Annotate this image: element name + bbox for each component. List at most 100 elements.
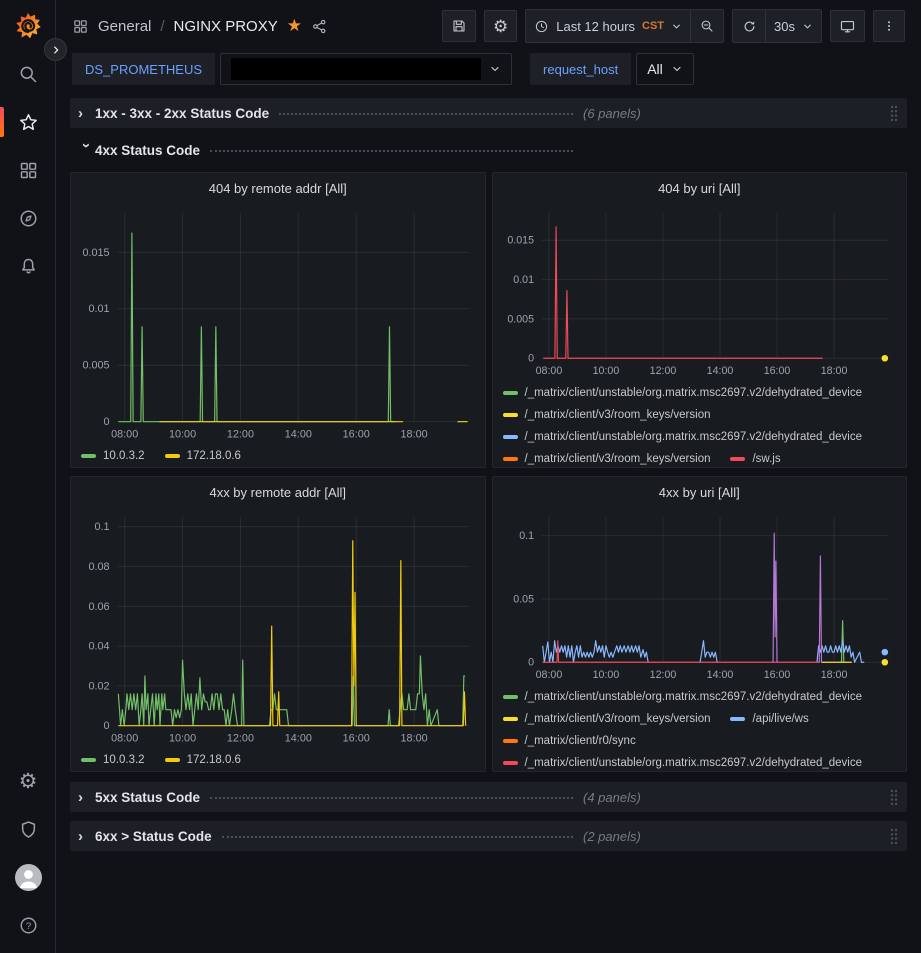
svg-text:08:00: 08:00 (535, 365, 562, 377)
legend-label: 10.0.3.2 (103, 754, 145, 767)
row-panel-count: (2 panels) (583, 828, 641, 844)
row-5xx-status-code[interactable]: › 5xx Status Code (4 panels) (70, 782, 907, 812)
sidebar-item-configuration[interactable]: ⚙ (0, 757, 56, 805)
panel-title[interactable]: 404 by remote addr [All] (208, 180, 347, 196)
legend-item[interactable]: 10.0.3.2 (81, 754, 145, 766)
dashboard-body: › 1xx - 3xx - 2xx Status Code (6 panels)… (56, 94, 921, 953)
svg-text:0.005: 0.005 (507, 313, 534, 325)
svg-text:0.015: 0.015 (82, 247, 109, 259)
panel-404-by-uri-all: 404 by uri [All] 08:00 10:00 12:00 14:00 16:0… (491, 172, 907, 468)
row-title: 5xx Status Code (95, 789, 201, 805)
svg-text:18:00: 18:00 (401, 428, 428, 440)
svg-text:12:00: 12:00 (649, 365, 676, 377)
refresh-interval-picker[interactable]: 30s (765, 10, 821, 42)
panel-title[interactable]: 404 by uri [All] (658, 180, 741, 196)
breadcrumb-folder[interactable]: General (98, 17, 152, 35)
sidebar-item-search[interactable] (0, 50, 56, 98)
datasource-variable-select[interactable] (220, 53, 513, 85)
legend-row: /_matrix/client/unstable/org.matrix.msc2… (502, 382, 897, 404)
svg-text:0: 0 (104, 720, 110, 732)
refresh-button[interactable] (733, 10, 765, 42)
panel-title[interactable]: 4xx by remote addr [All] (209, 484, 347, 500)
dashboard-settings-button[interactable]: ⚙ (484, 10, 518, 42)
sidebar-item-profile[interactable] (0, 853, 56, 901)
legend-item[interactable]: /_matrix/client/unstable/org.matrix.msc2… (502, 757, 862, 769)
time-series-chart[interactable]: 08:00 10:00 12:00 14:00 16:00 18:00 0 0.02 0.04 0… (71, 507, 484, 747)
svg-text:0.1: 0.1 (95, 521, 110, 533)
svg-text:10:00: 10:00 (169, 732, 196, 744)
row-6xx-status-code[interactable]: › 6xx > Status Code (2 panels) (70, 821, 907, 851)
sidebar-item-alerting[interactable] (0, 242, 56, 290)
legend-item[interactable]: /sw.js (730, 453, 781, 465)
legend-swatch (502, 738, 518, 743)
legend-swatch (730, 716, 746, 721)
legend-label: /_matrix/client/unstable/org.matrix.msc2… (524, 386, 863, 399)
alerting-bell-icon (21, 258, 35, 273)
legend-item[interactable]: /_matrix/client/v3/room_keys/version (502, 409, 710, 421)
save-dashboard-button[interactable] (442, 10, 476, 42)
legend-item[interactable]: /_matrix/client/unstable/org.matrix.msc2… (502, 386, 863, 399)
tv-mode-button[interactable] (830, 10, 865, 42)
legend-item[interactable]: /_matrix/client/v3/room_keys/version (502, 712, 711, 725)
panel-legend: /_matrix/client/unstable/org.matrix.msc2… (493, 684, 907, 771)
time-series-chart[interactable]: 08:00 10:00 12:00 14:00 16:00 18:00 0 0.05 0.1 (493, 507, 906, 684)
legend-item[interactable]: /_matrix/client/r0/sync (502, 735, 636, 747)
legend-item[interactable]: 172.18.0.6 (164, 450, 241, 462)
row-drag-handle[interactable] (889, 105, 899, 122)
legend-item[interactable]: /api/live/ws (730, 713, 809, 725)
svg-text:0.01: 0.01 (88, 303, 109, 315)
more-options-button[interactable] (873, 10, 905, 42)
sidebar-expand-button[interactable] (44, 38, 67, 61)
legend-item[interactable]: /_matrix/client/unstable/org.matrix.msc2… (502, 430, 863, 443)
panel-title[interactable]: 4xx by uri [All] (658, 484, 740, 500)
monitor-icon (840, 20, 855, 32)
drag-handle-icon (890, 789, 898, 805)
time-series-chart[interactable]: 08:00 10:00 12:00 14:00 16:00 18:00 0 0.005 0.01… (71, 203, 484, 443)
sidebar-item-dashboards[interactable] (0, 146, 56, 194)
row-drag-handle[interactable] (889, 789, 899, 806)
panel-4xx-by-remote-addr-all: 4xx by remote addr [All] 08:00 10:00 12:00 1… (70, 476, 486, 772)
datasource-variable-label: DS_PROMETHEUS (72, 53, 216, 85)
share-icon[interactable] (311, 18, 328, 35)
sidebar-item-explore[interactable] (0, 194, 56, 242)
sidebar-item-server-admin[interactable] (0, 805, 56, 853)
legend-item[interactable]: 10.0.3.2 (81, 450, 145, 462)
svg-text:10:00: 10:00 (592, 365, 619, 377)
variable-datasource: DS_PROMETHEUS (72, 53, 513, 85)
grafana-logo[interactable] (0, 2, 56, 50)
svg-text:12:00: 12:00 (227, 732, 254, 744)
sidebar-item-starred[interactable] (0, 98, 56, 146)
request-host-variable-select[interactable]: All (636, 53, 694, 85)
chevron-right-icon (53, 45, 58, 54)
breadcrumb: General / NGINX PROXY ★ (72, 16, 328, 36)
legend-item[interactable]: 172.18.0.6 (164, 754, 241, 766)
clock-icon (536, 20, 548, 32)
time-range-picker[interactable]: Last 12 hours CST (526, 10, 690, 42)
legend-swatch (81, 454, 96, 459)
row-1xx-3xx-2xx-status-code[interactable]: › 1xx - 3xx - 2xx Status Code (6 panels) (70, 98, 907, 128)
legend-label: /_matrix/client/unstable/org.matrix.msc2… (524, 430, 863, 443)
time-picker-group: Last 12 hours CST (525, 9, 725, 43)
dotted-leader (210, 150, 573, 152)
legend-item[interactable]: /_matrix/client/unstable/org.matrix.msc2… (502, 691, 862, 703)
svg-text:14:00: 14:00 (706, 365, 733, 377)
legend-item[interactable]: /_matrix/client/v3/room_keys/version (502, 453, 710, 465)
legend-row: /_matrix/client/unstable/org.matrix.msc2… (502, 686, 897, 708)
legend-label: /_matrix/client/v3/room_keys/version (524, 712, 711, 725)
avatar (14, 863, 42, 891)
zoom-out-time-button[interactable] (690, 10, 723, 42)
favorite-star-icon[interactable]: ★ (286, 16, 302, 35)
sidebar-item-help[interactable]: ? (0, 901, 56, 949)
svg-text:12:00: 12:00 (649, 669, 676, 681)
chevron-down-icon: › (78, 142, 95, 148)
row-title: 6xx > Status Code (95, 828, 212, 844)
chevron-right-icon: › (78, 827, 83, 845)
breadcrumb-dashboard-title[interactable]: NGINX PROXY (173, 17, 278, 35)
row-4xx-status-code[interactable]: › 4xx Status Code (70, 137, 907, 163)
dashboard-header: General / NGINX PROXY ★ ⚙ Last 12 hours … (56, 0, 921, 52)
time-series-chart[interactable]: 08:00 10:00 12:00 14:00 16:00 18:00 0 0.005 0.01… (493, 203, 906, 380)
toolbar: ⚙ Last 12 hours CST 30s (442, 9, 905, 43)
shield-icon (21, 820, 35, 838)
legend-swatch (502, 390, 518, 395)
row-drag-handle[interactable] (889, 828, 899, 845)
